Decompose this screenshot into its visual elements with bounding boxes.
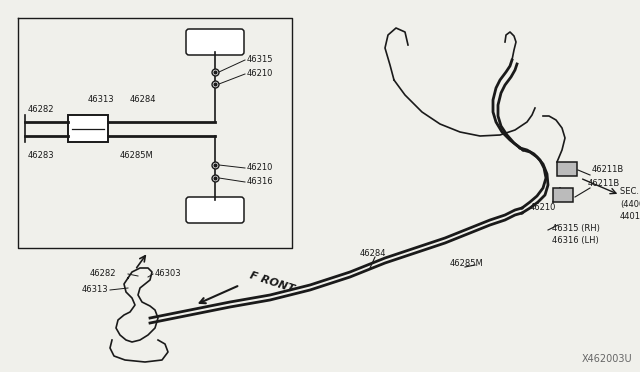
Text: F RONT: F RONT bbox=[248, 270, 295, 294]
Text: 46282: 46282 bbox=[28, 106, 54, 115]
Text: (44000M(RH): (44000M(RH) bbox=[620, 199, 640, 208]
Bar bbox=[557, 162, 577, 176]
Text: 44010M(LH)): 44010M(LH)) bbox=[620, 212, 640, 221]
Bar bbox=[553, 188, 573, 202]
Text: 46284: 46284 bbox=[130, 96, 157, 105]
Text: 46285M: 46285M bbox=[450, 259, 484, 268]
Bar bbox=[68, 115, 108, 142]
Text: X462003U: X462003U bbox=[581, 354, 632, 364]
Text: 46313: 46313 bbox=[88, 96, 115, 105]
Text: 46210: 46210 bbox=[530, 203, 556, 212]
Text: 46282: 46282 bbox=[90, 269, 116, 279]
Text: 46285M: 46285M bbox=[120, 151, 154, 160]
Text: 46315: 46315 bbox=[247, 55, 273, 64]
Text: 46210: 46210 bbox=[247, 164, 273, 173]
Text: 46210: 46210 bbox=[247, 70, 273, 78]
Text: 46315 (RH): 46315 (RH) bbox=[552, 224, 600, 232]
Text: 46283: 46283 bbox=[28, 151, 54, 160]
Text: 46313: 46313 bbox=[82, 285, 109, 295]
Text: 46316: 46316 bbox=[247, 177, 274, 186]
FancyBboxPatch shape bbox=[186, 197, 244, 223]
Text: 46211B: 46211B bbox=[588, 180, 620, 189]
Text: SEC. 441: SEC. 441 bbox=[620, 187, 640, 196]
Text: 46316 (LH): 46316 (LH) bbox=[552, 235, 599, 244]
Text: 46303: 46303 bbox=[155, 269, 182, 279]
FancyBboxPatch shape bbox=[186, 29, 244, 55]
Text: 46284: 46284 bbox=[360, 249, 387, 258]
Text: 46211B: 46211B bbox=[592, 166, 624, 174]
